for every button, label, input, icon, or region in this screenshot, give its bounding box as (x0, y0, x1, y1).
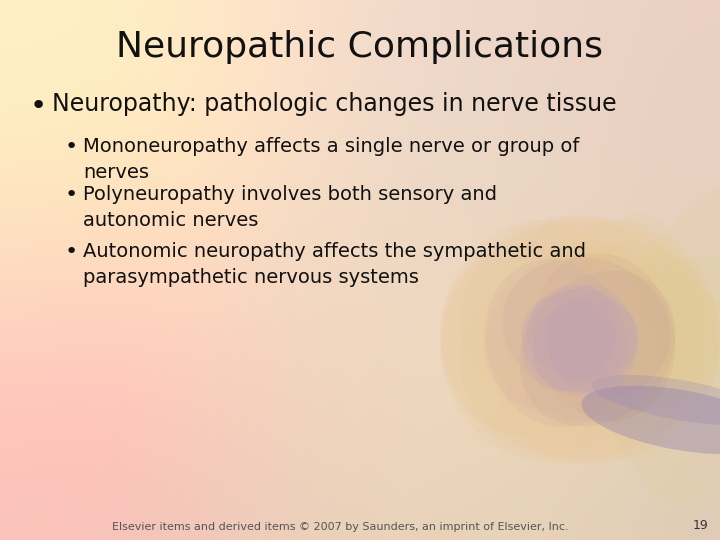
Text: •: • (65, 185, 78, 205)
Ellipse shape (485, 259, 627, 427)
Ellipse shape (520, 271, 675, 427)
Ellipse shape (591, 172, 720, 428)
Text: Neuropathy: pathologic changes in nerve tissue: Neuropathy: pathologic changes in nerve … (52, 92, 616, 116)
Text: Mononeuropathy affects a single nerve or group of
nerves: Mononeuropathy affects a single nerve or… (83, 137, 580, 182)
Ellipse shape (522, 284, 616, 390)
Ellipse shape (595, 212, 720, 508)
Ellipse shape (498, 215, 719, 436)
Ellipse shape (521, 294, 622, 394)
Ellipse shape (460, 260, 700, 460)
Ellipse shape (503, 257, 670, 400)
Ellipse shape (520, 220, 720, 460)
Text: Neuropathic Complications: Neuropathic Complications (117, 30, 603, 64)
Text: •: • (65, 242, 78, 262)
Ellipse shape (440, 220, 640, 460)
Ellipse shape (581, 386, 720, 454)
Ellipse shape (460, 220, 700, 420)
Ellipse shape (542, 241, 720, 439)
Ellipse shape (490, 280, 657, 423)
Ellipse shape (527, 289, 636, 379)
Ellipse shape (441, 244, 662, 464)
Ellipse shape (591, 375, 720, 425)
Text: •: • (30, 92, 48, 120)
Ellipse shape (533, 253, 675, 421)
Ellipse shape (546, 284, 637, 394)
Ellipse shape (532, 255, 720, 384)
Ellipse shape (533, 298, 639, 393)
Ellipse shape (441, 215, 662, 436)
Text: •: • (65, 137, 78, 157)
Text: Elsevier items and derived items © 2007 by Saunders, an imprint of Elsevier, Inc: Elsevier items and derived items © 2007 … (112, 522, 568, 532)
Ellipse shape (498, 244, 719, 464)
Ellipse shape (485, 254, 640, 409)
Text: Autonomic neuropathy affects the sympathetic and
parasympathetic nervous systems: Autonomic neuropathy affects the sympath… (83, 242, 586, 287)
Text: Polyneuropathy involves both sensory and
autonomic nerves: Polyneuropathy involves both sensory and… (83, 185, 497, 230)
Text: 19: 19 (692, 519, 708, 532)
